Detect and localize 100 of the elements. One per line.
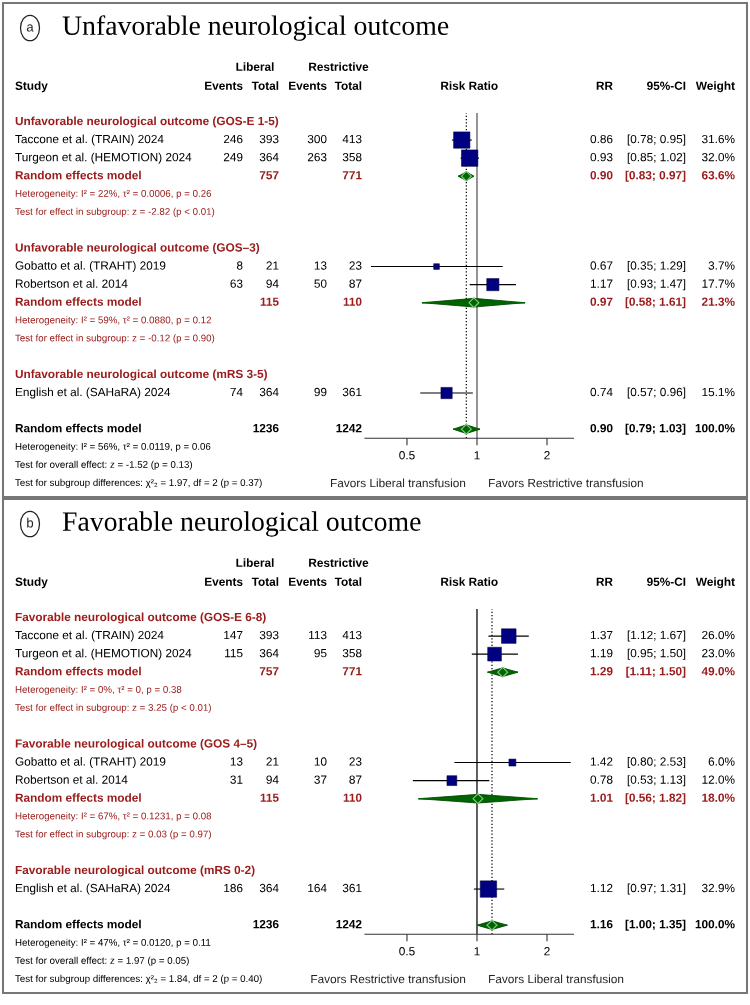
data-label: [0.58; 1.61] (625, 297, 686, 309)
text: RR (596, 577, 613, 586)
data-label: 87 (349, 775, 362, 784)
data-label: [0.35; 1.29] (627, 261, 686, 273)
text: Liberal (236, 558, 274, 567)
x-tick-label: 1 (474, 947, 480, 956)
data-label: 1.42 (590, 757, 613, 766)
data-label: 13 (230, 757, 243, 766)
category-label: English et al. (SAHaRA) 2024 (15, 883, 171, 895)
data-label: [1.12; 1.67] (627, 630, 686, 642)
data-label: 364 (259, 883, 279, 893)
data-label: 26.0% (702, 630, 735, 640)
text: a (26, 24, 34, 32)
data-label: 0.93 (590, 152, 613, 162)
data-label: 263 (307, 152, 327, 162)
data-label: 100.0% (695, 424, 735, 433)
data-label: 0.67 (590, 261, 613, 270)
data-label: 87 (349, 279, 362, 288)
data-label: 23 (349, 261, 362, 270)
category-label: Favorable neurological outcome (mRS 0-2) (15, 865, 255, 877)
category-label: Test for subgroup differences: χ²₂ = 1.97, df = 2 (p = 0.37) (15, 478, 262, 488)
data-label: 1236 (253, 424, 279, 433)
category-label: Test for effect in subgroup: z = -0.12 (p = 0.90) (15, 334, 215, 344)
text: Study (15, 81, 48, 93)
data-label: 99 (314, 387, 327, 397)
data-label: 8 (236, 261, 243, 270)
data-label: 31 (230, 775, 243, 784)
category-label: Robertson et al. 2014 (15, 279, 128, 288)
category-label: Taccone et al. (TRAIN) 2024 (15, 630, 164, 642)
category-label: Test for overall effect: z = 1.97 (p = 0.05) (15, 956, 189, 966)
data-label: 1236 (253, 920, 279, 929)
data-label: 0.97 (590, 297, 613, 306)
text: RR (596, 81, 613, 90)
data-label: 364 (259, 152, 279, 162)
data-label: 21.3% (701, 297, 735, 306)
data-label: 364 (259, 387, 279, 397)
data-label: 32.9% (701, 883, 735, 893)
text: Favors Liberal transfusion (331, 478, 466, 488)
category-label: Test for effect in subgroup: z = -2.82 (p < 0.01) (15, 207, 215, 217)
category-label: Gobatto et al. (TRAHT) 2019 (15, 261, 166, 273)
data-label: 757 (259, 171, 279, 180)
text: 95%-CI (647, 81, 686, 90)
data-label: 164 (308, 883, 327, 893)
text: Study (15, 577, 48, 589)
data-label: 94 (266, 279, 279, 288)
category-label: Unfavorable neurological outcome (GOS-E 1-5) (15, 116, 279, 128)
category-label: Heterogeneity: I² = 22%, τ² = 0.0006, p = 0.26 (15, 189, 212, 199)
data-label: 113 (309, 630, 327, 640)
text: Events (289, 81, 327, 90)
data-label: 0.86 (590, 134, 613, 144)
category-label: Random effects model (15, 423, 141, 433)
data-label: 1.01 (590, 793, 613, 802)
data-label: 110 (343, 793, 362, 802)
category-label: Test for effect in subgroup: z = 0.03 (p = 0.97) (15, 830, 211, 840)
category-label: Turgeon et al. (HEMOTION) 2024 (15, 648, 192, 660)
data-label: 32.0% (701, 152, 735, 162)
category-label: Random effects model (15, 297, 141, 306)
data-label: [0.53; 1.13] (627, 775, 686, 787)
category-label: Heterogeneity: I² = 56%, τ² = 0.0119, p = 0.06 (15, 442, 211, 452)
data-label: 0.90 (590, 424, 613, 433)
category-label: Turgeon et al. (HEMOTION) 2024 (15, 152, 192, 164)
x-tick-label: 0.5 (399, 947, 415, 956)
category-label: Heterogeneity: I² = 0%, τ² = 0, p = 0.38 (15, 685, 182, 695)
data-label: 23 (349, 757, 362, 766)
x-tick-label: 2 (544, 947, 550, 956)
data-label: 63.6% (701, 171, 735, 180)
data-label: 393 (259, 134, 279, 144)
data-label: 115 (260, 297, 279, 306)
data-label: 21 (266, 261, 279, 270)
data-label: [0.79; 1.03] (625, 423, 686, 435)
data-label: 393 (259, 630, 279, 640)
category-label: English et al. (SAHaRA) 2024 (15, 387, 171, 399)
category-label: Unfavorable neurological outcome (GOS–3) (15, 242, 260, 255)
text: Total (251, 81, 279, 90)
data-label: [0.93; 1.47] (627, 279, 686, 291)
data-label: 186 (224, 883, 243, 893)
x-tick-label: 0.5 (399, 451, 415, 460)
data-label: 21 (266, 757, 279, 766)
data-label: 1.19 (590, 648, 613, 658)
data-label: 1242 (336, 920, 362, 929)
data-label: [0.57; 0.96] (627, 387, 686, 399)
category-label: Favorable neurological outcome (GOS 4–5) (15, 738, 257, 751)
data-label: 0.78 (590, 775, 613, 784)
data-label: 771 (342, 171, 362, 180)
data-label: 115 (225, 649, 243, 658)
text: Total (334, 81, 362, 90)
category-label: Robertson et al. 2014 (15, 775, 128, 784)
data-label: 23.0% (702, 648, 735, 658)
data-label: 110 (343, 297, 362, 306)
category-label: Heterogeneity: I² = 59%, τ² = 0.0880, p = 0.12 (15, 316, 212, 326)
category-label: Unfavorable neurological outcome (mRS 3-5) (15, 369, 267, 381)
data-label: 50 (314, 279, 327, 288)
text: Favors Restrictive transfusion (489, 478, 643, 488)
category-label: Favorable neurological outcome (GOS-E 6-8) (15, 612, 266, 624)
text: Favors Liberal transfusion (489, 974, 624, 984)
text: Weight (695, 81, 735, 93)
data-label: 31.6% (701, 134, 735, 144)
text: Events (205, 81, 243, 90)
data-label: 361 (342, 387, 362, 397)
data-label: [0.80; 2.53] (627, 757, 686, 769)
